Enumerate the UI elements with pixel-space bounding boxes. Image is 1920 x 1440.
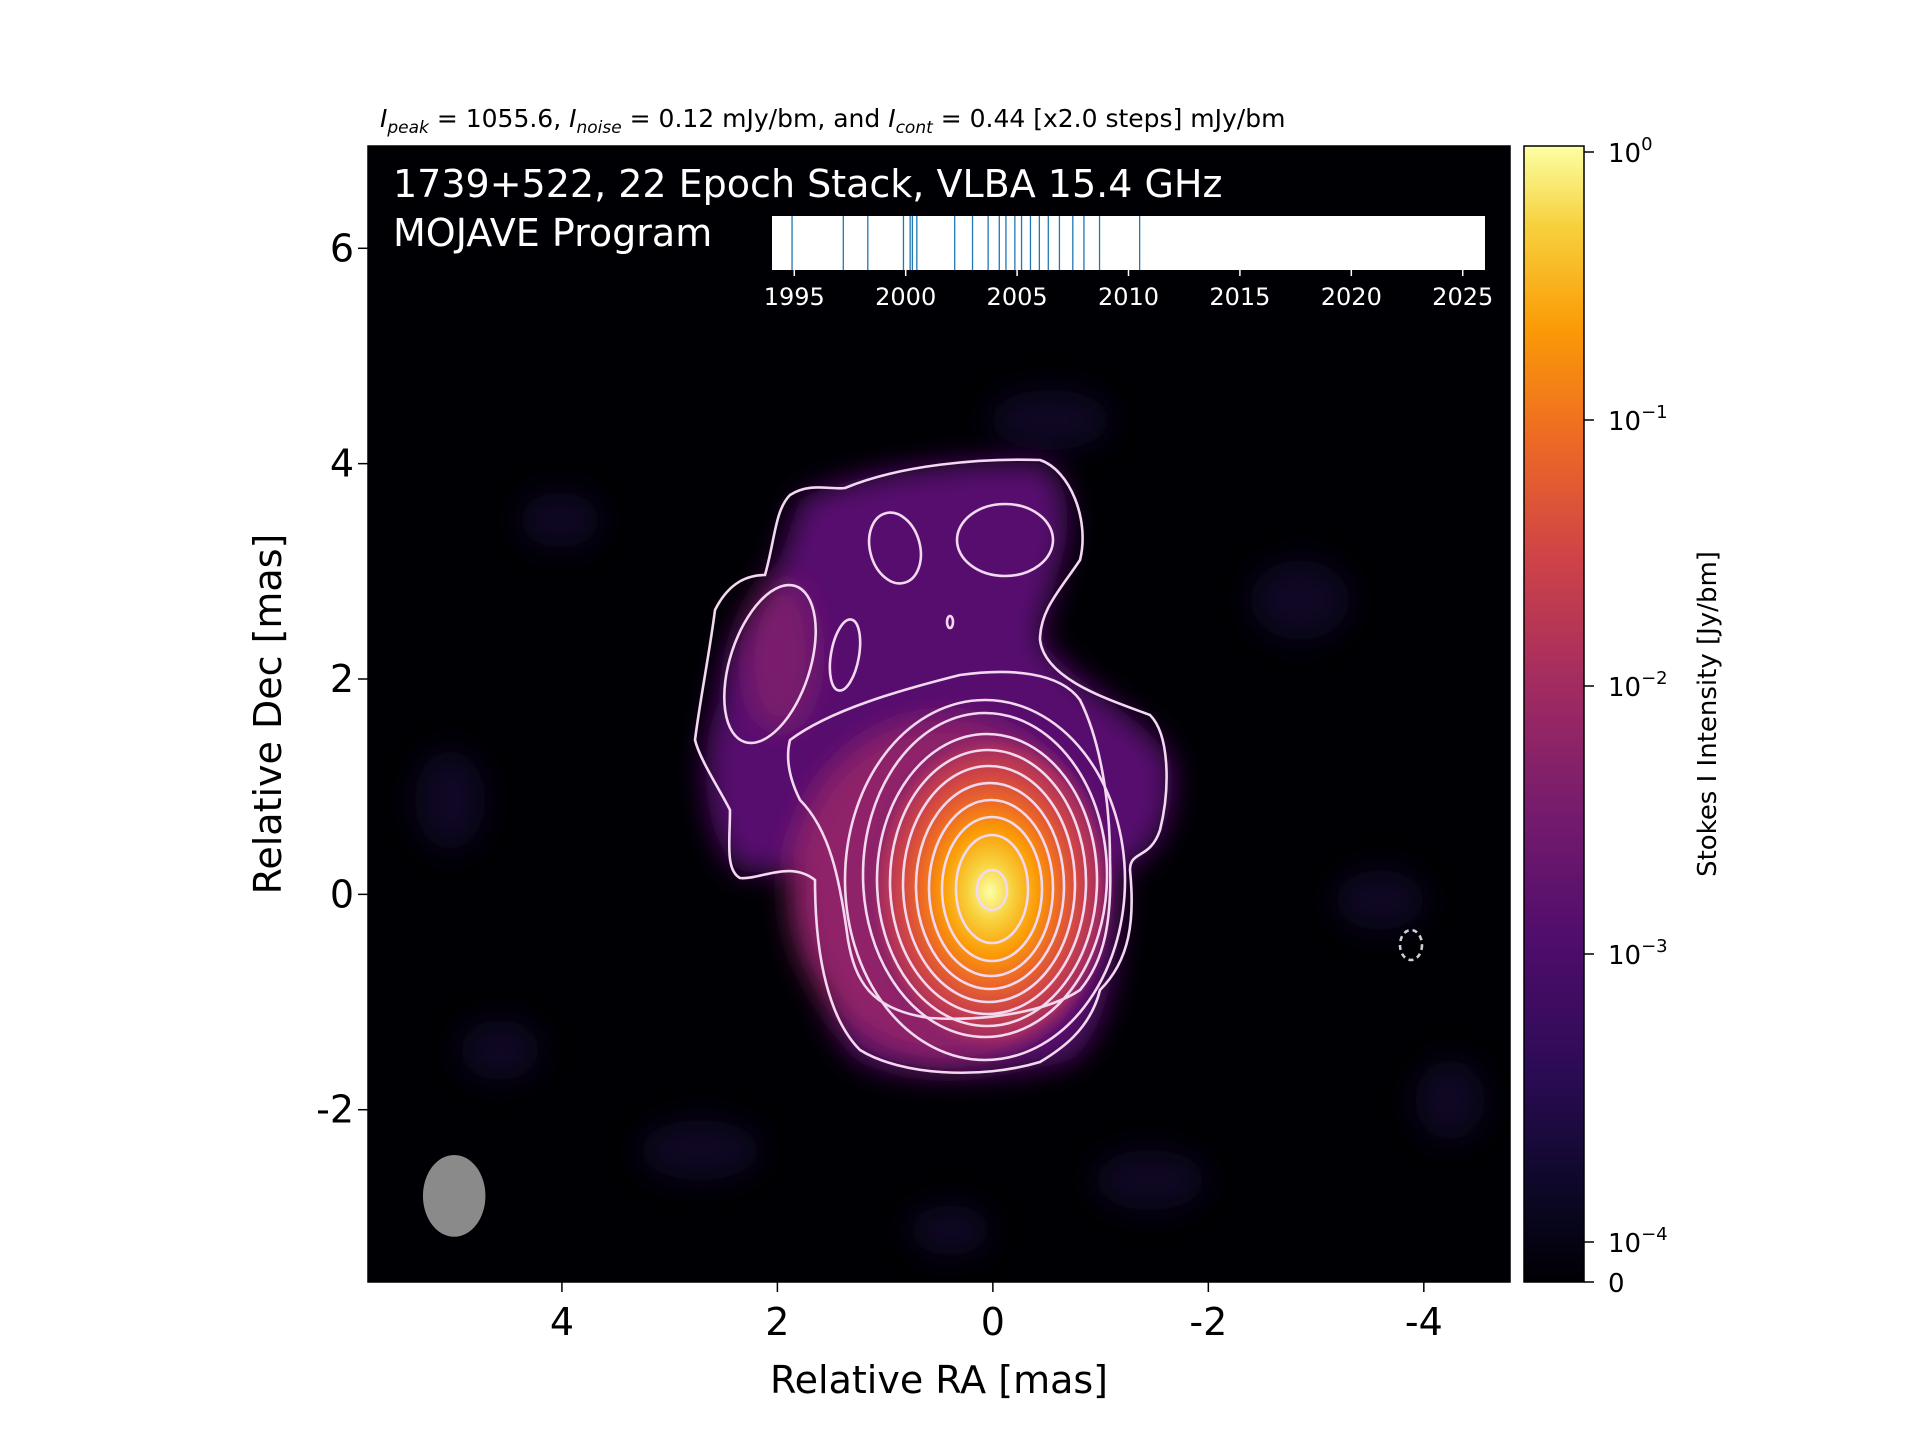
timeline-box [772, 216, 1485, 270]
colorbar: 100 10−1 10−2 10−3 10−4 0 Stokes I Intensity … [1523, 134, 1723, 1299]
header-cont-symbol: I [888, 104, 895, 133]
timeline-tick-label: 2015 [1209, 283, 1270, 311]
contour-upper-right [955, 502, 1055, 578]
contour-l10 [940, 815, 1044, 963]
contour-l8 [914, 781, 1066, 991]
header-cont-value: = 0.44 [x2.0 steps] mJy/bm [933, 104, 1286, 133]
y-tick-label: -2 [316, 1088, 354, 1132]
contours [693, 458, 1424, 1075]
colorbar-tick-label: 100 [1608, 134, 1653, 169]
overlay-title-line2: MOJAVE Program [393, 211, 712, 255]
x-tick-label: 4 [550, 1300, 574, 1344]
colorbar-label: Stokes I Intensity [Jy/bm] [1693, 551, 1723, 877]
x-tick-label: -4 [1405, 1300, 1443, 1344]
timeline-tick-label: 2020 [1321, 283, 1382, 311]
colorbar-ticks: 100 10−1 10−2 10−3 10−4 0 [1584, 134, 1668, 1299]
x-axis-ticks: 4 2 0 -2 -4 [550, 1282, 1443, 1344]
contour-negative [1398, 928, 1424, 962]
contour-l4 [861, 711, 1109, 1039]
y-tick-label: 4 [330, 442, 354, 486]
header-peak-sub: peak [386, 118, 430, 138]
x-axis-label: Relative RA [mas] [770, 1358, 1108, 1402]
beam-ellipse [422, 1154, 486, 1237]
timeline-tick-label: 2025 [1432, 283, 1493, 311]
overlay-title-line1: 1739+522, 22 Epoch Stack, VLBA 15.4 GHz [393, 162, 1222, 206]
y-tick-label: 6 [330, 226, 354, 270]
colorbar-gradient [1524, 146, 1584, 1282]
contour-l3 [843, 698, 1127, 1062]
core-emission [865, 727, 1115, 1057]
image-frame [367, 145, 1511, 1283]
timeline-tick-label: 2010 [1098, 283, 1159, 311]
contour-l6 [888, 748, 1088, 1016]
contour-outer [693, 458, 1168, 1075]
colorbar-tick-label: 0 [1608, 1269, 1625, 1299]
header-peak-value: = 1055.6, [429, 104, 569, 133]
y-axis-label: Relative Dec [mas] [246, 534, 290, 895]
image-axes: 1739+522, 22 Epoch Stack, VLBA 15.4 GHz … [316, 145, 1511, 1344]
colorbar-tick-label: 10−3 [1608, 936, 1668, 971]
timeline-tick-label: 2000 [875, 283, 936, 311]
timeline-tick-label: 1995 [764, 283, 825, 311]
contour-l7 [901, 764, 1077, 1004]
contour-l2 [786, 670, 1112, 1021]
contour-tiny [945, 614, 955, 630]
figure-header: Ipeak = 1055.6, Inoise = 0.12 mJy/bm, an… [380, 104, 1285, 138]
y-tick-label: 2 [330, 657, 354, 701]
noise-texture [415, 390, 1485, 1255]
epoch-timeline: 1995 2000 2005 2010 2015 2020 2025 [764, 216, 1493, 311]
header-noise-sub: noise [576, 118, 621, 138]
x-tick-label: -2 [1189, 1300, 1227, 1344]
contour-l9 [927, 798, 1055, 978]
timeline-tick-label: 2005 [987, 283, 1048, 311]
contour-small-blob [828, 618, 862, 692]
contour-left-island [722, 583, 818, 745]
header-noise-value: = 0.12 mJy/bm, and [622, 104, 889, 133]
y-tick-label: 0 [330, 872, 354, 916]
header-noise-symbol: I [569, 104, 576, 133]
timeline-ticks: 1995 2000 2005 2010 2015 2020 2025 [764, 270, 1493, 311]
contour-l5 [875, 732, 1099, 1028]
colorbar-tick-label: 10−2 [1608, 668, 1668, 703]
contour-l12 [975, 868, 1009, 912]
header-cont-sub: cont [896, 118, 935, 138]
contour-upper-left [867, 511, 923, 585]
colorbar-tick-label: 10−1 [1608, 402, 1668, 437]
contour-l11 [954, 833, 1030, 945]
timeline-epochs [791, 216, 1141, 270]
colorbar-tick-label: 10−4 [1608, 1224, 1668, 1259]
x-tick-label: 2 [765, 1300, 789, 1344]
header-peak-symbol: I [380, 104, 387, 133]
y-axis-ticks: -2 0 2 4 6 [316, 226, 368, 1132]
x-tick-label: 0 [981, 1300, 1005, 1344]
colorbar-frame [1523, 145, 1585, 1283]
